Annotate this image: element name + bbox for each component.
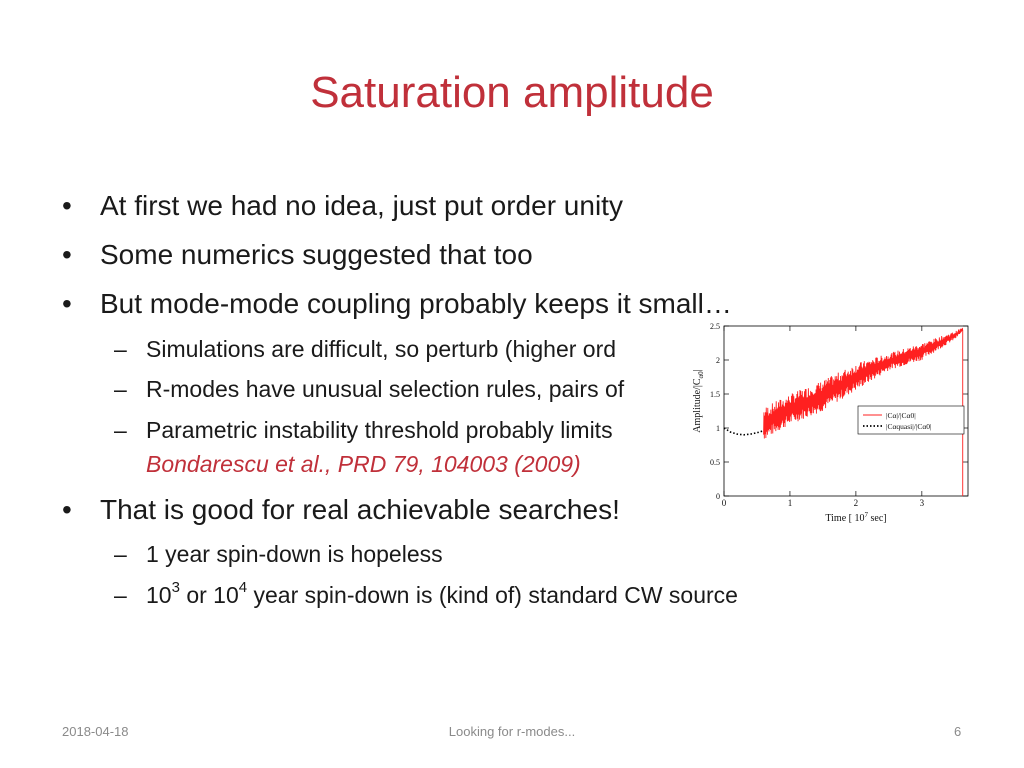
y-axis-label: Amplitude/|Cα0| bbox=[692, 369, 705, 432]
page-number: 6 bbox=[954, 724, 962, 739]
x-axis-label: Time [ 107 sec] bbox=[825, 511, 886, 524]
x-tick-label: 2 bbox=[854, 498, 859, 508]
bullet-text: At first we had no idea, just put order … bbox=[100, 190, 623, 221]
dash-marker: – bbox=[114, 541, 127, 567]
amplitude-chart: 0 1 2 3 0 0.5 1 1.5 2 2.5 Time [ 107 sec] Amplitude… bbox=[680, 318, 980, 530]
y-tick-label: 1.5 bbox=[710, 390, 720, 399]
plot-frame bbox=[723, 325, 969, 497]
bullet-marker: • bbox=[62, 239, 72, 270]
y-tick-label: 2 bbox=[716, 356, 720, 365]
sub-bullet-text: 103 or 104 year spin-down is (kind of) s… bbox=[146, 579, 738, 608]
y-tick-label: 0 bbox=[716, 492, 720, 501]
series-quasi-line bbox=[723, 427, 764, 436]
sub-bullet-text: Simulations are difficult, so perturb (h… bbox=[146, 336, 617, 362]
sub-bullet-text: Parametric instability threshold probabl… bbox=[146, 417, 613, 443]
dash-marker: – bbox=[114, 417, 127, 443]
legend-entry-label: |Cα|/|Cα0| bbox=[886, 411, 916, 420]
reference-citation: Bondarescu et al., PRD 79, 104003 (2009) bbox=[146, 451, 581, 477]
y-tick-label: 0.5 bbox=[710, 458, 720, 467]
y-tick-label: 2.5 bbox=[710, 322, 720, 331]
slide-title: Saturation amplitude bbox=[310, 68, 714, 117]
bullet-text: That is good for real achievable searche… bbox=[100, 494, 620, 525]
y-tick-label: 1 bbox=[716, 424, 720, 433]
bullet-marker: • bbox=[62, 494, 72, 525]
footer-title: Looking for r-modes... bbox=[448, 724, 576, 739]
bullet-marker: • bbox=[62, 288, 72, 319]
legend-entry-label: |Cαquasi|/|Cα0| bbox=[886, 422, 932, 431]
x-tick-label: 1 bbox=[788, 498, 793, 508]
series-amplitude-line bbox=[763, 327, 964, 496]
bullet-text: Some numerics suggested that too bbox=[100, 239, 533, 270]
dash-marker: – bbox=[114, 582, 127, 608]
sub-bullet-text: R-modes have unusual selection rules, pa… bbox=[146, 376, 625, 402]
dash-marker: – bbox=[114, 376, 127, 402]
bullet-text: But mode-mode coupling probably keeps it… bbox=[100, 288, 732, 319]
x-tick-label: 0 bbox=[722, 498, 727, 508]
sub-bullet-text: 1 year spin-down is hopeless bbox=[146, 541, 443, 567]
dash-marker: – bbox=[114, 336, 127, 362]
footer-date: 2018-04-18 bbox=[62, 724, 129, 739]
x-tick-label: 3 bbox=[920, 498, 925, 508]
legend-box bbox=[857, 405, 965, 435]
bullet-marker: • bbox=[62, 190, 72, 221]
